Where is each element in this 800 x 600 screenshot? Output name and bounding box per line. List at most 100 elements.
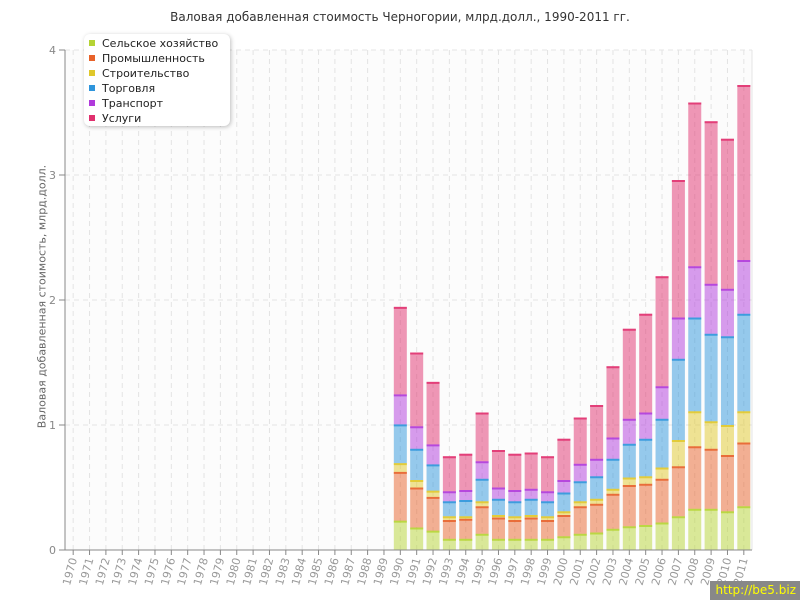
- bar-segment: [524, 498, 538, 515]
- bar-segment: [459, 490, 473, 500]
- bar-segment: [573, 501, 587, 507]
- bar-segment: [688, 102, 702, 267]
- legend-item[interactable]: Строительство: [84, 66, 230, 81]
- bar-segment: [655, 478, 669, 523]
- bar-segment: [393, 306, 407, 395]
- bar-segment: [426, 444, 440, 465]
- bar-segment: [475, 501, 489, 507]
- bar-segment: [737, 411, 751, 443]
- y-tick-label: 4: [49, 44, 56, 57]
- bar-segment: [688, 411, 702, 447]
- chart-title: Валовая добавленная стоимость Черногории…: [170, 10, 630, 24]
- bar-segment: [541, 491, 555, 502]
- bar-segment: [622, 443, 636, 478]
- bar-segment: [655, 418, 669, 468]
- bar-segment: [410, 480, 424, 488]
- bar-segment: [720, 511, 734, 550]
- bar-segment: [491, 450, 505, 488]
- bar-segment: [590, 476, 604, 499]
- bar-segment: [639, 313, 653, 413]
- bar-segment: [393, 520, 407, 550]
- bar-segment: [606, 528, 620, 550]
- bar-segment: [573, 481, 587, 502]
- bar-segment: [606, 437, 620, 459]
- bar-segment: [720, 455, 734, 512]
- bar-segment: [524, 517, 538, 539]
- bar-segment: [410, 448, 424, 480]
- bar-segment: [639, 412, 653, 439]
- bar-segment: [671, 317, 685, 359]
- bar-segment: [459, 518, 473, 539]
- bar-segment: [573, 533, 587, 550]
- bar-segment: [590, 503, 604, 533]
- bar-segment: [508, 520, 522, 539]
- y-tick-label: 1: [49, 419, 56, 432]
- bar-segment: [410, 352, 424, 427]
- bar-segment: [524, 538, 538, 550]
- bar-segment: [508, 453, 522, 490]
- bar-segment: [393, 463, 407, 472]
- bar-segment: [475, 412, 489, 462]
- bar-segment: [410, 487, 424, 528]
- legend-item[interactable]: Услуги: [84, 111, 230, 126]
- bar-segment: [524, 488, 538, 499]
- bar-segment: [410, 527, 424, 550]
- bar-segment: [622, 526, 636, 550]
- bar-segment: [655, 276, 669, 387]
- bar-segment: [671, 358, 685, 440]
- bar-segment: [590, 458, 604, 477]
- bar-segment: [737, 85, 751, 260]
- bar-segment: [459, 500, 473, 517]
- bar-segment: [639, 483, 653, 525]
- legend-label: Транспорт: [102, 97, 163, 110]
- bar-segment: [606, 366, 620, 438]
- legend-label: Промышленность: [102, 52, 205, 65]
- bar-segment: [720, 336, 734, 425]
- bar-segment: [590, 405, 604, 459]
- bar-segment: [475, 461, 489, 479]
- bar-segment: [442, 538, 456, 550]
- bar-segment: [541, 501, 555, 517]
- legend-item[interactable]: Сельское хозяйство: [84, 36, 230, 51]
- bar-segment: [557, 438, 571, 480]
- legend-item[interactable]: Транспорт: [84, 96, 230, 111]
- bar-segment: [590, 532, 604, 550]
- bar-segment: [704, 121, 718, 284]
- legend-item[interactable]: Промышленность: [84, 51, 230, 66]
- bar-segment: [704, 421, 718, 449]
- legend-swatch-icon: [89, 55, 95, 61]
- bar-segment: [688, 508, 702, 550]
- watermark[interactable]: http://be5.biz: [709, 581, 800, 600]
- bar-segment: [720, 425, 734, 455]
- bar-segment: [720, 138, 734, 289]
- bar-segment: [426, 381, 440, 445]
- y-tick-label: 0: [49, 544, 56, 557]
- bar-segment: [426, 530, 440, 550]
- bar-segment: [508, 490, 522, 502]
- bar-segment: [491, 487, 505, 499]
- bar-segment: [475, 533, 489, 550]
- legend-label: Услуги: [102, 112, 142, 125]
- bar-segment: [606, 493, 620, 529]
- legend-label: Торговля: [102, 82, 156, 95]
- bar-segment: [557, 536, 571, 550]
- y-tick-label: 2: [49, 294, 56, 307]
- legend: Сельское хозяйство Промышленность Строител…: [84, 34, 230, 126]
- bar-segment: [688, 266, 702, 318]
- bar-segment: [655, 522, 669, 550]
- bar-segment: [475, 478, 489, 502]
- bar-segment: [426, 464, 440, 491]
- bar-segment: [671, 440, 685, 467]
- bar-segment: [557, 515, 571, 537]
- bar-segment: [606, 488, 620, 494]
- bar-segment: [737, 313, 751, 412]
- bar-segment: [688, 317, 702, 412]
- bar-segment: [508, 501, 522, 517]
- bar-segment: [671, 466, 685, 517]
- y-tick-label: 3: [49, 169, 56, 182]
- bar-segment: [393, 394, 407, 425]
- legend-swatch-icon: [89, 100, 95, 106]
- legend-item[interactable]: Торговля: [84, 81, 230, 96]
- bar-segment: [622, 485, 636, 527]
